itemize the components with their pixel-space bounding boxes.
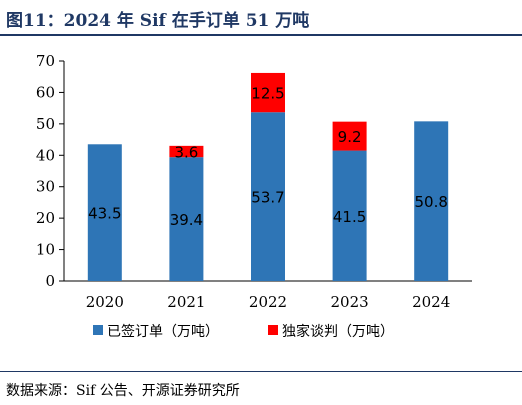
y-tick-label: 10 bbox=[36, 241, 55, 259]
y-tick-label: 50 bbox=[36, 115, 55, 133]
bar-exclusive-negotiation bbox=[169, 145, 204, 158]
bar-signed-orders bbox=[87, 144, 122, 281]
data-label: 3.6 bbox=[174, 144, 198, 162]
bar-signed-orders bbox=[251, 112, 285, 281]
source-note: 数据来源：Sif 公告、开源证券研究所 bbox=[6, 383, 240, 399]
y-tick-label: 60 bbox=[36, 83, 55, 101]
y-tick-label: 0 bbox=[45, 272, 55, 290]
x-tick-label: 2020 bbox=[86, 293, 124, 311]
source-rule bbox=[0, 371, 522, 372]
legend-swatch bbox=[93, 325, 103, 335]
x-tick-label: 2022 bbox=[249, 293, 287, 311]
title-rule bbox=[0, 34, 522, 36]
bar-exclusive-negotiation bbox=[251, 72, 285, 113]
y-tick-label: 70 bbox=[36, 52, 55, 70]
data-label: 12.5 bbox=[251, 85, 284, 103]
y-tick-label: 20 bbox=[36, 209, 55, 227]
bar-exclusive-negotiation bbox=[332, 121, 367, 151]
x-tick-label: 2024 bbox=[412, 293, 450, 311]
data-label: 53.7 bbox=[251, 189, 284, 207]
bar-signed-orders bbox=[414, 121, 449, 281]
x-tick-label: 2021 bbox=[167, 293, 205, 311]
x-tick-label: 2023 bbox=[331, 293, 369, 311]
bar-signed-orders bbox=[169, 157, 204, 281]
y-tick-label: 40 bbox=[36, 146, 55, 164]
data-label: 9.2 bbox=[338, 128, 362, 146]
figure-title: 图11：2024 年 Sif 在手订单 51 万吨 bbox=[6, 11, 310, 31]
bar-signed-orders bbox=[332, 150, 367, 281]
legend-label: 已签订单（万吨） bbox=[107, 323, 219, 340]
legend-swatch bbox=[268, 325, 278, 335]
data-label: 41.5 bbox=[333, 208, 366, 226]
legend-label: 独家谈判（万吨） bbox=[282, 323, 394, 340]
y-tick-label: 30 bbox=[36, 178, 55, 196]
data-label: 43.5 bbox=[88, 205, 121, 223]
data-label: 50.8 bbox=[414, 193, 447, 211]
data-label: 39.4 bbox=[170, 211, 203, 229]
